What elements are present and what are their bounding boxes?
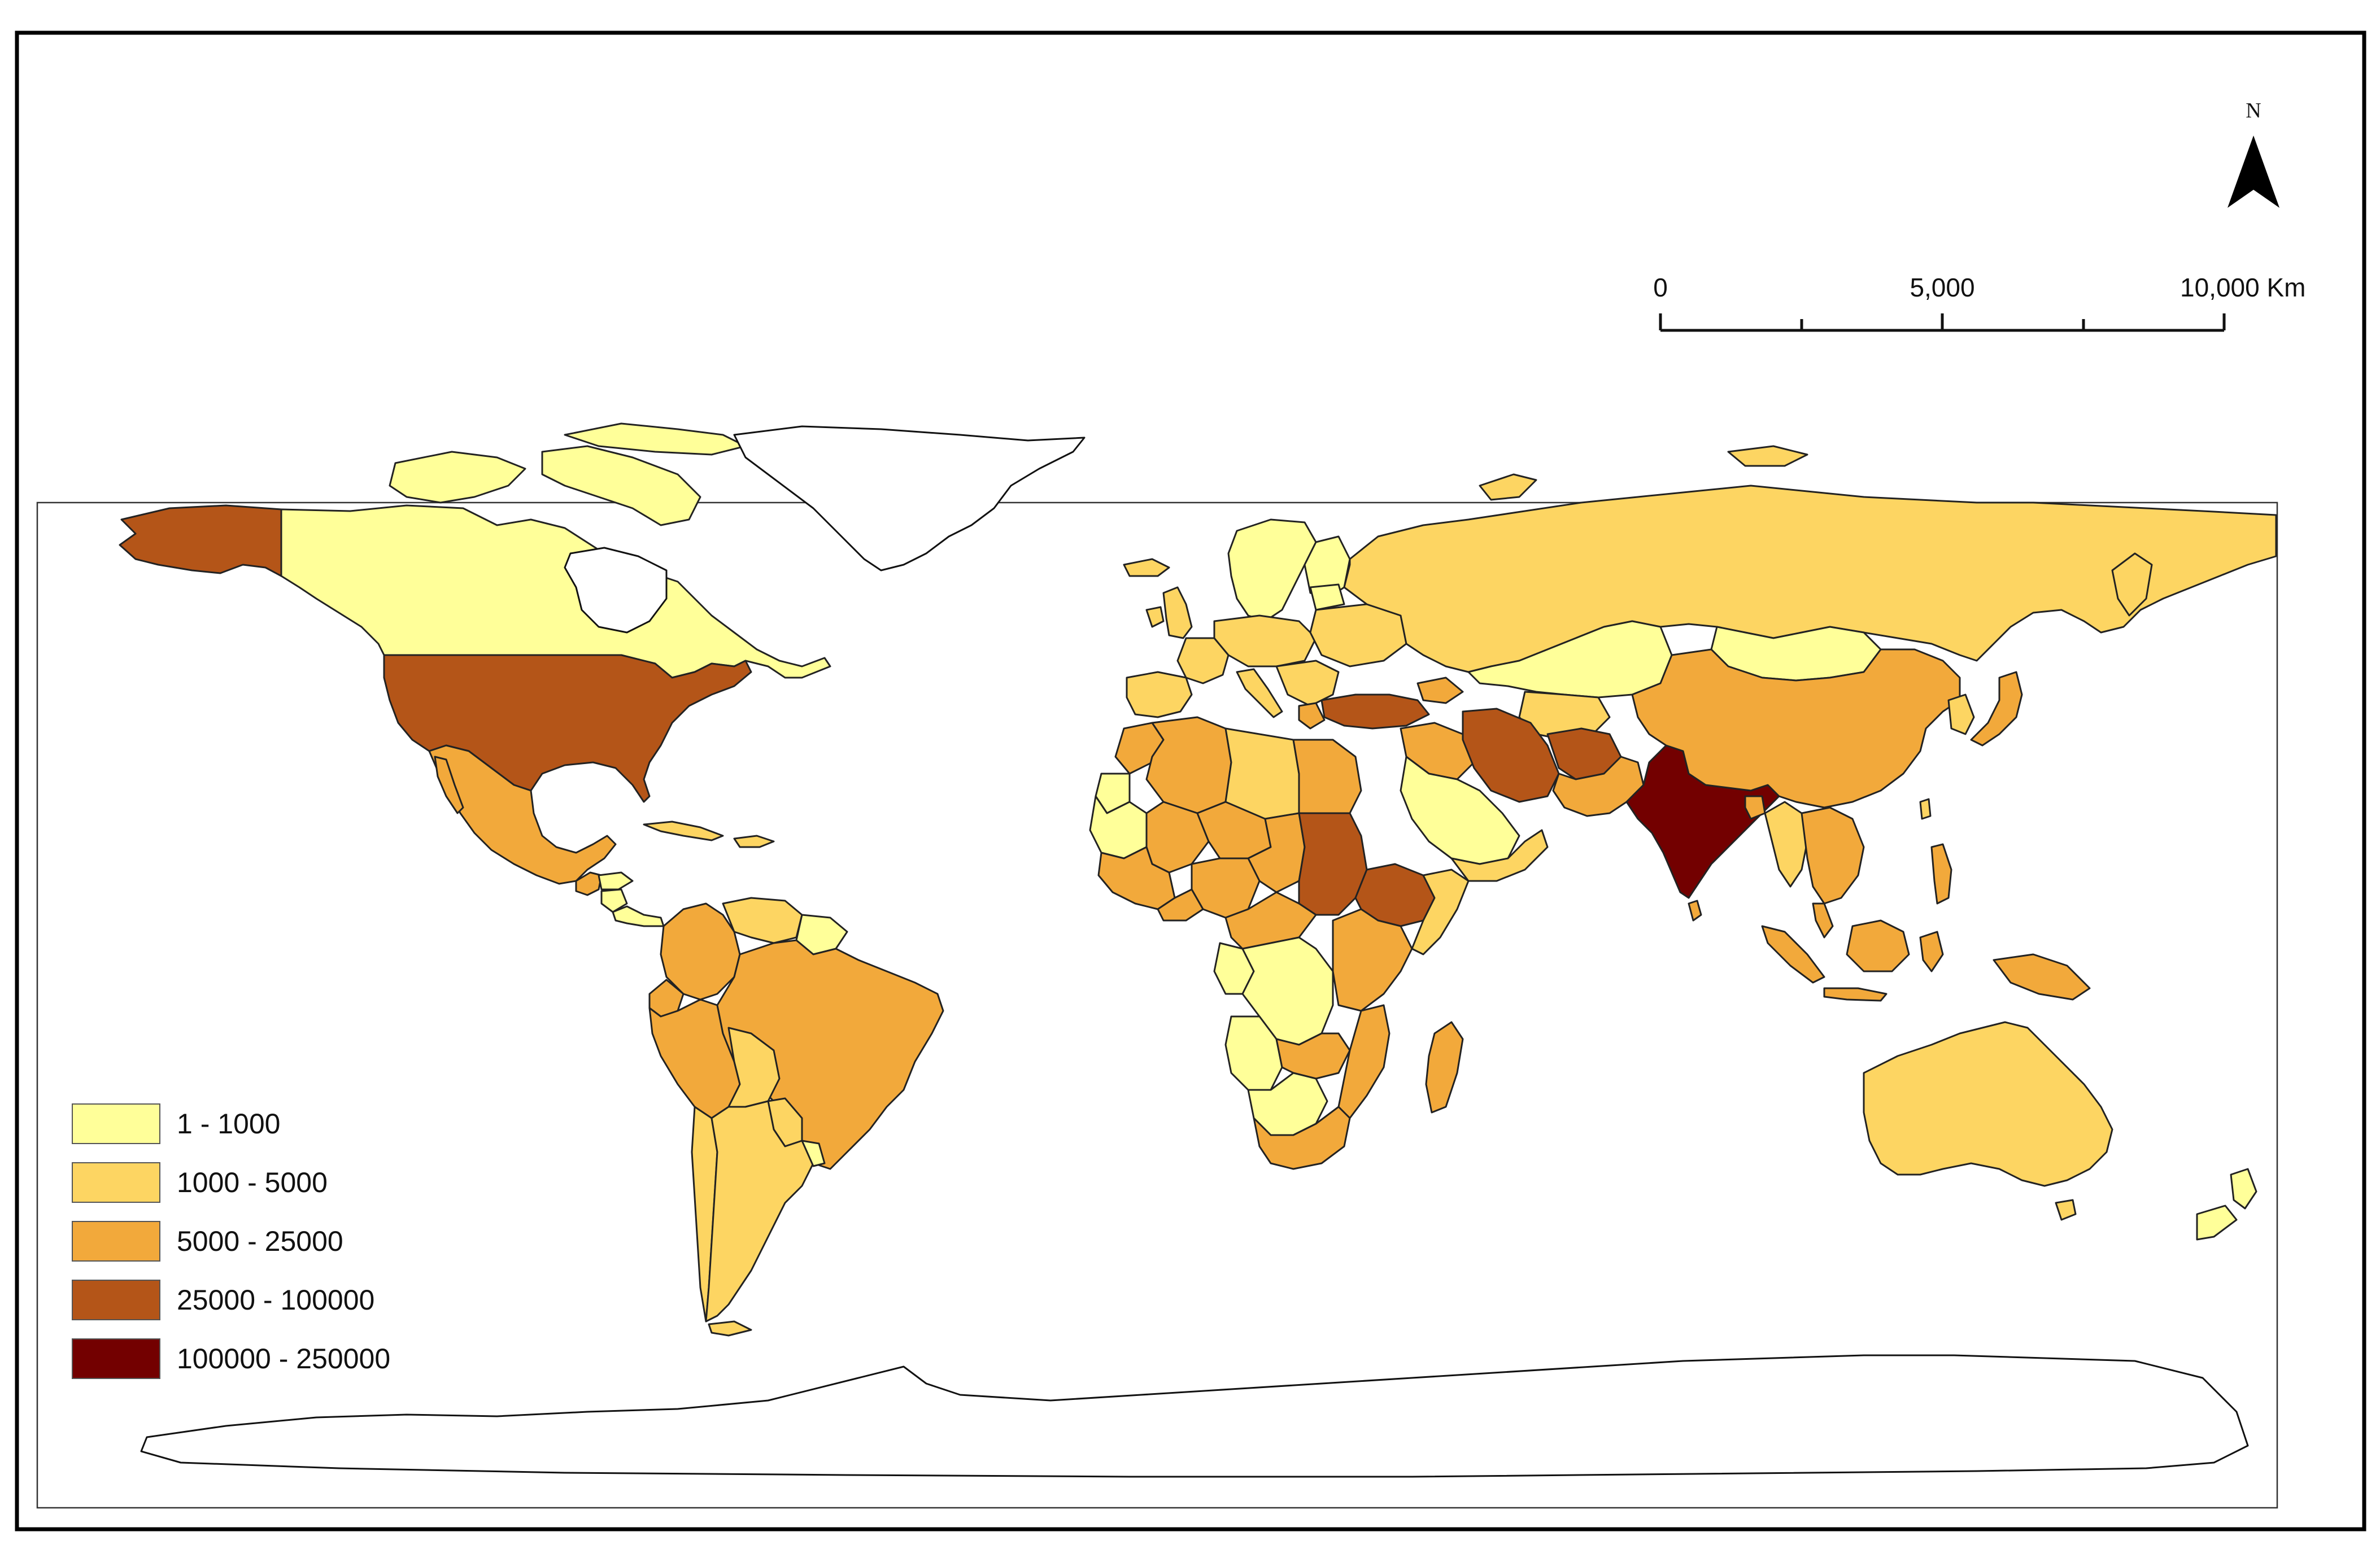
country-myanmar	[1764, 801, 1808, 888]
scale-label-10000: 10,000 Km	[2180, 273, 2305, 302]
legend-label-1: 1000 - 5000	[177, 1167, 328, 1198]
country-greece	[1298, 702, 1326, 730]
country-canada-baffin	[541, 445, 701, 526]
country-papua	[1993, 953, 2091, 1001]
country-malaysia-peninsula	[1812, 902, 1834, 939]
country-russia-arctic-isles	[1727, 445, 1808, 467]
country-new-zealand-north	[2230, 1168, 2257, 1210]
country-south-africa	[1253, 1106, 1351, 1170]
scale-bar: 0 5,000 10,000 Km	[1653, 273, 2305, 332]
country-tasmania	[2055, 1199, 2077, 1221]
country-canada	[280, 504, 831, 679]
country-zambia-malawi	[1275, 1032, 1351, 1080]
country-italy	[1236, 668, 1283, 718]
country-ethiopia	[1354, 863, 1436, 927]
country-antarctica	[140, 1354, 2249, 1478]
country-sulawesi	[1919, 931, 1944, 972]
country-china	[1631, 648, 1961, 809]
country-baltics	[1309, 583, 1345, 611]
country-taiwan	[1919, 798, 1932, 820]
country-sudan	[1298, 812, 1368, 916]
country-new-zealand-south	[2196, 1205, 2238, 1241]
country-nicaragua	[600, 888, 628, 913]
country-balkans	[1275, 660, 1340, 707]
north-arrow-letter: N	[2246, 99, 2261, 123]
country-ireland	[1145, 606, 1165, 628]
country-uk	[1162, 586, 1193, 639]
country-libya	[1224, 727, 1300, 820]
country-norway-sweden	[1227, 518, 1317, 622]
legend-swatch-1	[72, 1162, 160, 1203]
legend-swatch-2	[72, 1221, 160, 1262]
country-guatemala	[575, 871, 603, 896]
country-korea	[1947, 693, 1975, 735]
country-tierra-del-fuego	[708, 1320, 752, 1337]
country-honduras	[598, 871, 634, 891]
data-frame	[36, 501, 2278, 1509]
country-caucasus	[1416, 677, 1464, 704]
country-cuba	[643, 821, 724, 841]
north-arrow-icon	[2228, 136, 2279, 208]
country-spain-portugal	[1126, 671, 1193, 718]
country-sumatra	[1761, 925, 1825, 984]
country-madagascar	[1425, 1021, 1464, 1114]
legend-swatch-0	[72, 1103, 160, 1144]
scale-label-0: 0	[1653, 273, 1668, 302]
country-somalia	[1411, 869, 1470, 955]
country-russia-kamchatka	[2111, 552, 2153, 617]
country-java	[1823, 987, 1888, 1002]
scale-label-5000: 5,000	[1910, 273, 1974, 302]
hudson-bay	[564, 547, 668, 634]
country-mexico-baja	[434, 756, 464, 814]
country-mexico	[428, 744, 617, 885]
country-gulf-of-guinea	[1157, 888, 1204, 922]
country-philippines	[1930, 843, 1952, 905]
country-turkey	[1320, 693, 1430, 730]
country-mozambique	[1337, 1004, 1390, 1119]
country-russia-novaya-zemlya	[1479, 473, 1537, 501]
country-uruguay	[801, 1140, 826, 1167]
legend-label-0: 1 - 1000	[177, 1108, 280, 1140]
country-yemen-oman	[1450, 829, 1549, 882]
country-japan	[1970, 671, 2023, 747]
legend-swatch-4	[72, 1338, 160, 1379]
country-borneo	[1846, 919, 1910, 972]
country-bangladesh	[1744, 795, 1766, 820]
country-canada-arctic-islands	[389, 451, 526, 504]
country-iran	[1462, 708, 1560, 803]
country-greenland	[733, 425, 1086, 571]
country-argentina	[705, 1100, 814, 1323]
country-east-africa	[1332, 908, 1413, 1012]
country-layer	[119, 422, 2277, 1478]
legend: 1 - 1000 1000 - 5000 5000 - 25000 25000 - 1…	[72, 1103, 390, 1379]
legend-swatch-3	[72, 1280, 160, 1320]
country-thailand-indochina	[1801, 806, 1865, 905]
legend-label-2: 5000 - 25000	[177, 1225, 343, 1257]
country-australia	[1863, 1021, 2113, 1187]
country-iceland	[1123, 558, 1170, 577]
north-arrow: N	[2228, 99, 2279, 208]
legend-label-4: 100000 - 250000	[177, 1343, 390, 1375]
country-sri-lanka	[1688, 900, 1702, 922]
country-usa-alaska	[119, 504, 282, 577]
country-hispaniola	[733, 835, 775, 848]
country-cameroon-car	[1224, 891, 1317, 950]
legend-label-3: 25000 - 100000	[177, 1284, 374, 1316]
